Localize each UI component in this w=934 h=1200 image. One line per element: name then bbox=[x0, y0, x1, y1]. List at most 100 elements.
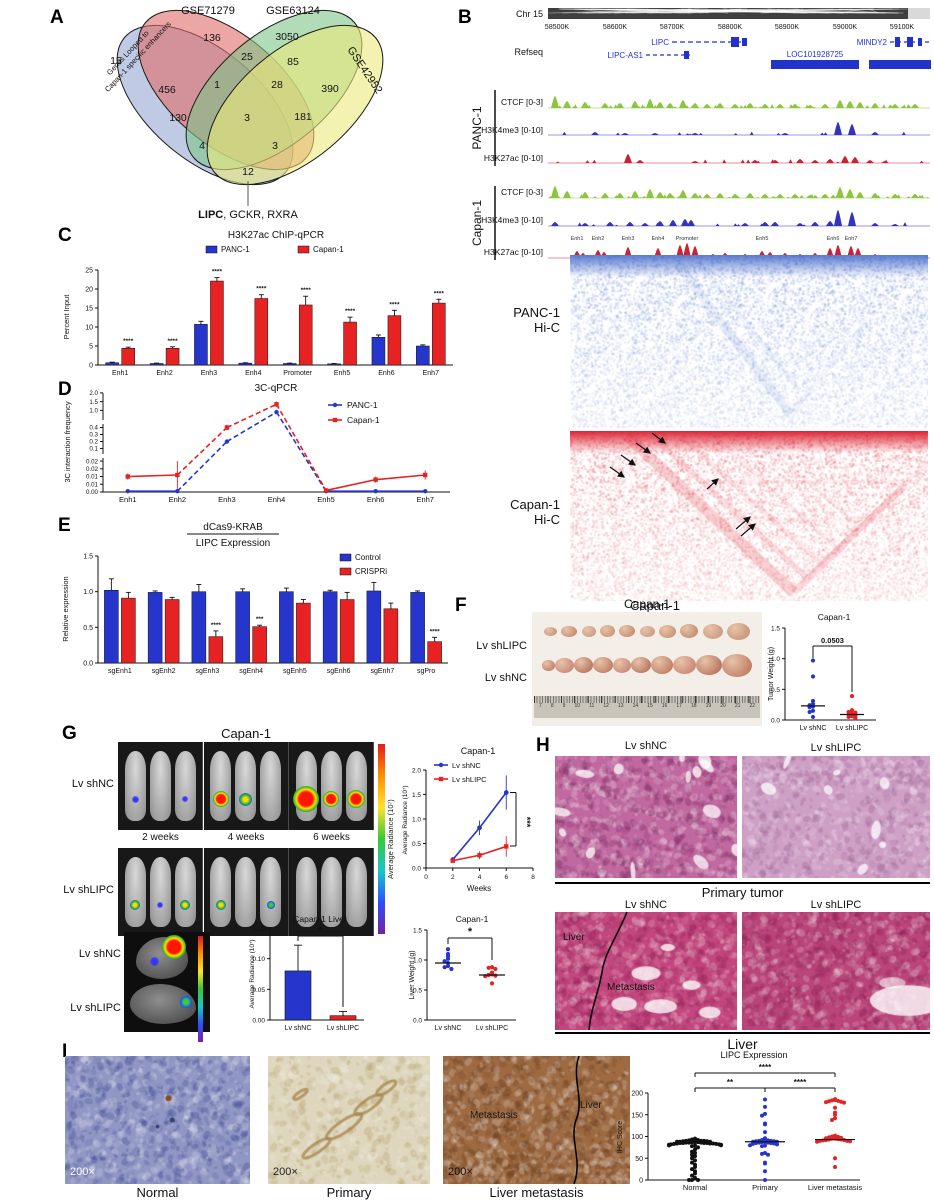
bar bbox=[149, 363, 164, 366]
mouse-image bbox=[124, 857, 146, 927]
h-row2-shlipc-label: Lv shLIPC bbox=[810, 899, 862, 911]
y-tick-label: 0.0 bbox=[771, 718, 780, 725]
venn-count: 15 bbox=[110, 55, 122, 67]
data-point bbox=[504, 844, 509, 849]
bar bbox=[147, 592, 163, 664]
ideogram-tick bbox=[607, 8, 672, 14]
data-point bbox=[748, 1143, 752, 1148]
luminescence-signal bbox=[157, 902, 163, 908]
y-tick-label: 0.02 bbox=[86, 458, 99, 465]
luminescence-signal bbox=[130, 900, 140, 910]
legend-marker bbox=[332, 417, 338, 423]
data-point bbox=[833, 1156, 837, 1161]
data-point bbox=[690, 1144, 694, 1149]
ideogram-tick bbox=[762, 8, 776, 14]
data-point bbox=[775, 1142, 779, 1147]
track-noise bbox=[703, 159, 708, 163]
track-noise bbox=[740, 159, 745, 163]
bar bbox=[208, 636, 224, 664]
x-category-label: Enh7 bbox=[423, 370, 439, 377]
track-noise bbox=[715, 223, 720, 226]
mouse-image bbox=[149, 751, 171, 821]
data-point bbox=[763, 1143, 767, 1148]
data-point bbox=[690, 1173, 694, 1178]
tumor-row-label-shlipc: Lv shLIPC bbox=[476, 640, 527, 652]
series-line bbox=[226, 403, 277, 429]
radiance-line-chart: Capan-1 0.0 0.5 1.0 1.5 2.0 0 2 4 6 8 Weeks Average … bbox=[402, 746, 535, 893]
cell-label: Capan-1 bbox=[470, 200, 484, 246]
data-point bbox=[175, 472, 180, 478]
x-category-label: Promoter bbox=[283, 370, 312, 377]
ideogram-tick bbox=[590, 8, 904, 14]
legend-swatch bbox=[339, 553, 352, 562]
venn-count: 3 bbox=[272, 140, 278, 152]
y-tick-label: 1.5 bbox=[771, 626, 780, 633]
data-point bbox=[763, 1111, 767, 1116]
enhancer-label: Enh5 bbox=[756, 236, 769, 242]
track-peak bbox=[866, 160, 874, 163]
i-liver-annotation: Liver bbox=[580, 1100, 602, 1111]
track-noise bbox=[615, 132, 620, 135]
legend-label: PANC-1 bbox=[347, 400, 378, 410]
data-point bbox=[719, 1143, 723, 1148]
data-point bbox=[450, 858, 455, 863]
mouse-image bbox=[174, 857, 196, 927]
track-noise bbox=[577, 222, 582, 226]
legend-marker bbox=[438, 776, 444, 782]
track-peak bbox=[666, 103, 674, 108]
y-axis-label: Liver Weight (g) bbox=[409, 950, 416, 999]
venn-count: 3 bbox=[244, 112, 250, 124]
data-point bbox=[493, 966, 498, 972]
y-tick-label: 0.5 bbox=[83, 625, 93, 632]
track-peak bbox=[796, 223, 804, 226]
data-point bbox=[763, 1161, 767, 1166]
track-peak bbox=[703, 194, 711, 198]
panel-b-label: B bbox=[458, 7, 472, 28]
track-noise bbox=[609, 106, 614, 108]
ruler-number: 12 bbox=[603, 703, 609, 709]
ruler: 7 8 9 10 11 12 13 14 15 16 17 18 19 20 21 22 bbox=[534, 696, 760, 718]
x-category-label: Enh3 bbox=[218, 495, 236, 504]
panel-d-label: D bbox=[58, 379, 72, 400]
data-point bbox=[853, 716, 858, 721]
enhancer-label: Enh1 bbox=[571, 236, 584, 242]
data-point bbox=[833, 1105, 837, 1110]
significance: **** bbox=[168, 338, 179, 345]
bar bbox=[121, 597, 136, 664]
cell-label: PANC-1 bbox=[470, 106, 484, 149]
gene-exon bbox=[731, 37, 739, 47]
ideogram-tick bbox=[573, 8, 690, 14]
venn-count: 4 bbox=[199, 140, 205, 152]
ideogram-tick bbox=[838, 8, 879, 14]
x-category-label: Enh6 bbox=[367, 495, 385, 504]
track-peak bbox=[796, 159, 804, 163]
track-peak bbox=[691, 193, 699, 198]
data-point bbox=[423, 472, 428, 478]
y-tick-label: 0.00 bbox=[86, 489, 99, 496]
significance: * bbox=[318, 925, 323, 937]
track-peak bbox=[666, 193, 674, 198]
track-noise bbox=[919, 160, 924, 163]
ideogram-tick bbox=[776, 8, 796, 14]
h-row1-shlipc-label: Lv shLIPC bbox=[810, 742, 862, 754]
track-peak bbox=[821, 104, 829, 108]
y-tick-label: 0.10 bbox=[252, 956, 265, 963]
data-point bbox=[842, 1100, 846, 1105]
ideogram-tick bbox=[631, 8, 772, 14]
luminescence-signal bbox=[180, 900, 190, 910]
track-peak bbox=[581, 102, 589, 108]
data-point bbox=[807, 709, 812, 715]
coord-label: 59100K bbox=[890, 24, 914, 31]
week-label: 6 weeks bbox=[313, 832, 350, 843]
ideogram-tick bbox=[558, 8, 864, 14]
track-peak bbox=[621, 133, 629, 135]
data-point bbox=[763, 1151, 767, 1156]
hic-label-capan1-line2: Hi-C bbox=[534, 511, 560, 527]
ideogram-tick bbox=[614, 8, 700, 14]
tumor bbox=[696, 655, 723, 675]
track-noise bbox=[746, 159, 751, 163]
chart-title: Capan-1 Liver bbox=[293, 914, 347, 924]
enhancer-label: Enh2 bbox=[592, 236, 605, 242]
crispri-chart: dCas9-KRAB LIPC Expression Control CRISPRi 0… bbox=[61, 522, 448, 675]
tumor-weight-chart: Capan-1 0.0 0.5 1.0 1.5 Tumor Weight (g) Lv sh… bbox=[768, 612, 876, 732]
